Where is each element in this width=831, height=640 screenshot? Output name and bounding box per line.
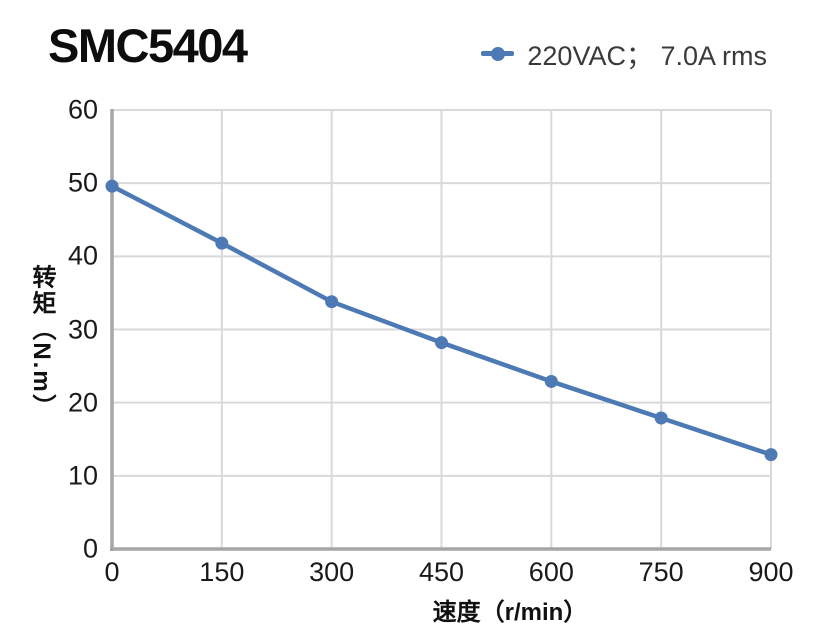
plot-area [105, 109, 778, 551]
data-point-marker [654, 411, 668, 425]
legend: 220VAC； 7.0A rms [481, 34, 767, 73]
legend-label: 220VAC； 7.0A rms [527, 41, 767, 71]
x-tick-label: 600 [528, 557, 574, 587]
data-point-marker [325, 295, 339, 309]
x-tick-label: 450 [418, 557, 465, 587]
data-point-marker [435, 336, 448, 350]
data-point-marker [764, 448, 778, 462]
legend-line-dot-icon [481, 46, 515, 61]
y-tick-label: 0 [82, 533, 98, 564]
legend-dot-icon [490, 46, 505, 61]
plot-svg [105, 109, 778, 551]
data-point-marker [215, 236, 229, 250]
x-tick-label: 0 [104, 557, 120, 587]
x-tick-label: 900 [748, 557, 794, 587]
x-tick-label: 300 [309, 557, 355, 587]
y-tick-label: 10 [67, 460, 98, 491]
x-tick-label: 150 [199, 557, 245, 587]
y-axis-title: 转矩（N.m） [28, 264, 55, 420]
y-tick-label: 50 [67, 167, 98, 198]
data-point-marker [544, 374, 558, 388]
x-axis-title: 速度（r/min） [432, 599, 588, 626]
x-tick-label: 750 [638, 557, 684, 587]
y-tick-label: 20 [67, 387, 98, 418]
y-tick-label: 60 [67, 94, 98, 125]
y-tick-label: 30 [67, 314, 98, 344]
y-tick-label: 40 [67, 240, 98, 271]
data-point-marker [105, 179, 119, 193]
page-title: SMC5404 [48, 19, 248, 72]
